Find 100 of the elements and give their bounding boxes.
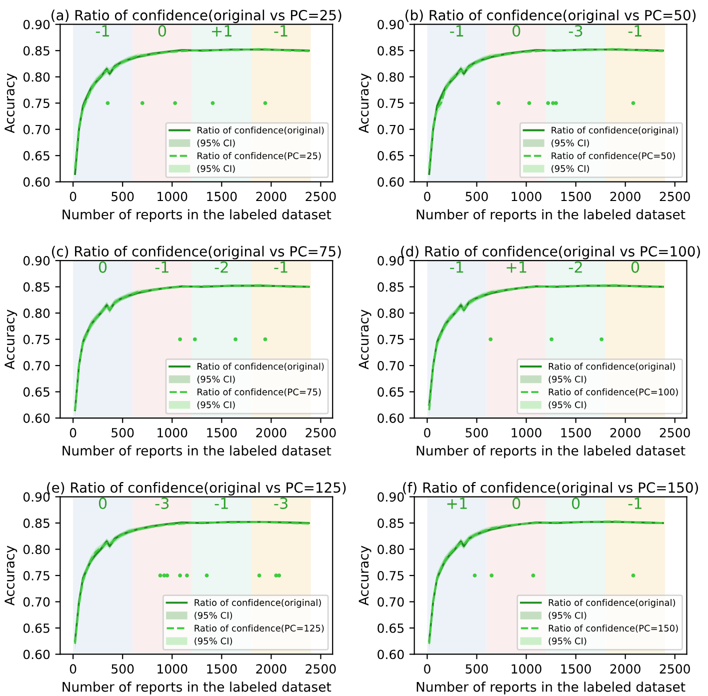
band-label: -1 — [155, 262, 168, 273]
annotation: (95% CI) — [197, 401, 235, 410]
y-tick-label: 0.85 — [378, 282, 404, 292]
y-tick-label: 0.60 — [378, 650, 404, 660]
y-tick-label: 0.80 — [23, 308, 50, 318]
y-axis-title: Accuracy — [358, 310, 372, 370]
x-axis-title: Number of reports in the labeled dataset — [416, 682, 686, 694]
band-label: +1 — [506, 262, 526, 273]
y-tick-label: 0.80 — [378, 308, 404, 318]
y-tick-label: 0.60 — [378, 414, 404, 423]
y-tick-label: 0.85 — [378, 518, 404, 528]
x-tick-label: 2000 — [610, 664, 640, 674]
y-tick-label: 0.80 — [23, 72, 50, 82]
y-tick-label: 0.90 — [23, 256, 50, 266]
chart-title: (b) Ratio of confidence(original vs PC=50) — [406, 10, 696, 24]
legend-label: Ratio of confidence(original) — [198, 362, 324, 372]
x-tick-label: 2500 — [660, 192, 690, 202]
y-tick-label: 0.70 — [23, 361, 50, 370]
x-tick-label: 500 — [466, 428, 488, 438]
y-axis-title: Accuracy — [4, 73, 18, 134]
x-tick-label: 500 — [466, 664, 488, 674]
y-axis-title: Accuracy — [358, 73, 372, 134]
x-axis-title: Number of reports in the labeled dataset — [416, 209, 686, 222]
legend-label: Ratio of confidence(original) — [552, 126, 678, 136]
y-tick-label: 0.60 — [23, 177, 50, 187]
y-tick-label: 0.75 — [378, 570, 404, 580]
chart-title: (c) Ratio of confidence(original vs PC=75) — [52, 246, 341, 260]
y-tick-label: 0.85 — [23, 518, 50, 528]
x-axis-title: Number of reports in the labeled dataset — [62, 209, 332, 222]
y-tick-label: 0.60 — [23, 650, 50, 660]
annotation: (95% CI) — [548, 637, 586, 646]
legend-label: Ratio of confidence(PC=100) — [548, 388, 678, 396]
legend-label: Ratio of confidence(PC=75) — [198, 388, 321, 396]
x-tick-label: 0 — [70, 192, 76, 202]
y-tick-label: 0.70 — [378, 361, 404, 370]
x-tick-label: 1500 — [561, 428, 591, 438]
y-tick-label: 0.85 — [23, 46, 50, 56]
band-label: 0 — [98, 261, 107, 273]
y-tick-label: 0.75 — [378, 334, 404, 344]
y-tick-label: 0.60 — [378, 177, 404, 187]
y-tick-label: 0.65 — [23, 623, 50, 633]
band-label: 0 — [572, 498, 580, 510]
band-label: -1 — [274, 262, 288, 273]
band-label: -1 — [274, 25, 288, 36]
annotation: (95% CI) — [194, 637, 232, 646]
y-tick-label: 0.70 — [23, 597, 50, 607]
band-label: -2 — [214, 261, 228, 273]
y-tick-label: 0.70 — [378, 597, 404, 607]
y-tick-label: 0.80 — [378, 72, 404, 82]
y-tick-label: 0.70 — [23, 124, 50, 134]
x-tick-label: 1500 — [207, 192, 237, 202]
annotation: (95% CI) — [552, 139, 589, 148]
x-axis-title: Number of reports in the labeled dataset — [62, 445, 332, 458]
x-axis-title: Number of reports in the labeled dataset — [416, 445, 686, 458]
legend-label: Ratio of confidence(PC=150) — [548, 624, 678, 633]
y-tick-label: 0.65 — [378, 623, 404, 633]
x-tick-label: 1500 — [207, 664, 237, 674]
x-tick-label: 1000 — [512, 192, 542, 202]
band-label: 0 — [98, 498, 107, 510]
y-tick-label: 0.75 — [23, 334, 50, 344]
legend-label: Ratio of confidence(PC=125) — [194, 624, 324, 633]
x-tick-label: 2500 — [306, 428, 336, 438]
legend-label: Ratio of confidence(PC=25) — [198, 152, 321, 160]
legend-label: Ratio of confidence(original) — [548, 362, 676, 372]
annotation: (95% CI) — [194, 612, 232, 620]
band-label: 0 — [631, 261, 640, 273]
y-axis-title: Accuracy — [4, 546, 18, 606]
y-tick-label: 0.75 — [23, 570, 50, 580]
band-label: -3 — [155, 498, 169, 510]
band-label: +1 — [212, 25, 232, 36]
y-tick-label: 0.65 — [23, 151, 50, 161]
y-tick-label: 0.60 — [23, 414, 50, 423]
x-tick-label: 1000 — [158, 428, 188, 438]
band-label: -1 — [450, 25, 464, 36]
band-label: -2 — [568, 261, 582, 273]
x-tick-label: 2000 — [256, 192, 286, 202]
band-label: -1 — [96, 25, 109, 36]
band-label: +1 — [447, 498, 467, 509]
x-tick-label: 1000 — [158, 664, 188, 674]
x-tick-label: 1000 — [512, 664, 542, 674]
annotation: (95% CI) — [552, 164, 589, 174]
y-tick-label: 0.90 — [378, 20, 404, 30]
y-tick-label: 0.85 — [378, 46, 404, 56]
legend-label: Ratio of confidence(PC=50) — [552, 152, 675, 160]
y-tick-label: 0.90 — [23, 492, 50, 502]
x-tick-label: 1500 — [561, 192, 591, 202]
chart-title: (a) Ratio of confidence(original vs PC=25) — [52, 10, 342, 24]
band-label: -1 — [628, 498, 642, 509]
x-axis-title: Number of reports in the labeled dataset — [62, 682, 332, 694]
chart-title: (d) Ratio of confidence(original vs PC=100) — [401, 246, 700, 260]
x-tick-label: 500 — [112, 664, 134, 674]
chart-title: (e) Ratio of confidence(original vs PC=125) — [47, 482, 346, 496]
band-label: 0 — [158, 25, 166, 37]
x-tick-label: 1000 — [512, 428, 542, 438]
band-label: -3 — [274, 498, 288, 510]
x-tick-label: 2000 — [610, 428, 640, 438]
annotation: (95% CI) — [197, 376, 235, 384]
x-tick-label: 2500 — [306, 664, 336, 674]
annotation: (95% CI) — [548, 376, 586, 384]
y-tick-label: 0.90 — [378, 492, 404, 502]
